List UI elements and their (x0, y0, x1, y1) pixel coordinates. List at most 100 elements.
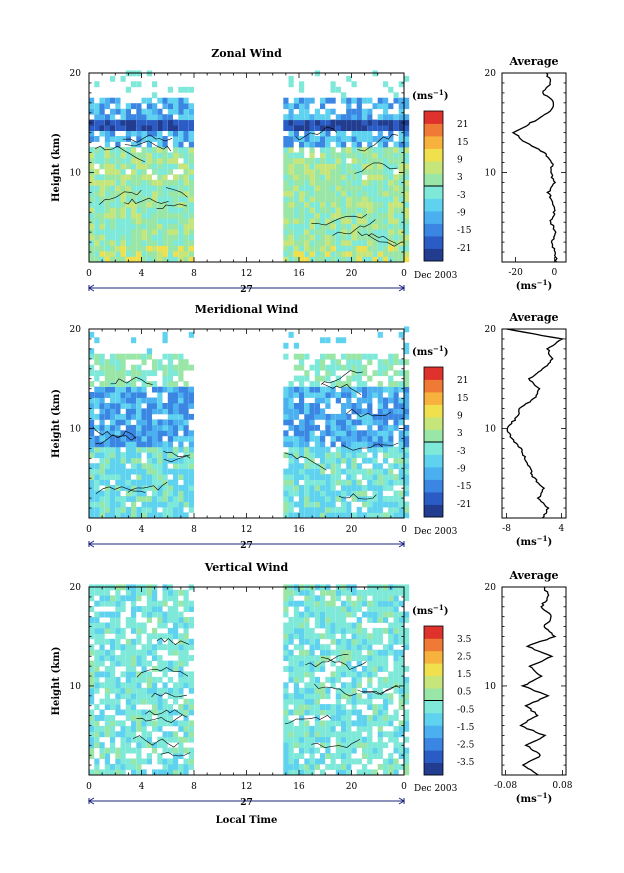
heatmap-cell (362, 147, 368, 153)
heatmap-cell (377, 419, 383, 426)
heatmap-cell (356, 130, 362, 137)
heatmap-cell (99, 506, 105, 513)
heatmap-cell (283, 687, 289, 694)
heatmap-cell (131, 179, 137, 186)
heatmap-cell (309, 736, 315, 743)
heatmap-cell (398, 676, 404, 683)
heatmap-cell (325, 747, 331, 754)
heatmap-cell (146, 611, 152, 618)
heatmap-cell (398, 627, 404, 634)
heatmap-cell (94, 758, 100, 765)
heatmap-cell (341, 408, 347, 415)
heatmap-cell (330, 622, 336, 629)
heatmap-cell (152, 501, 158, 508)
heatmap-cell (388, 622, 394, 629)
x-tick-label: 0 (86, 269, 92, 279)
heatmap-cell (335, 468, 341, 475)
heatmap-cell (335, 506, 341, 513)
heatmap-cell (178, 119, 184, 126)
heatmap-cell (183, 676, 189, 683)
heatmap-cell (367, 419, 373, 426)
heatmap-cell (162, 769, 168, 776)
heatmap-cell (304, 627, 310, 634)
heatmap-cell (89, 381, 95, 387)
heatmap-cell (320, 452, 326, 459)
heatmap-cell (141, 245, 147, 252)
heatmap-cell (152, 742, 158, 749)
heatmap-cell (157, 633, 163, 640)
heatmap-cell (404, 589, 410, 596)
heatmap-cell (335, 375, 341, 382)
heatmap-cell (188, 157, 194, 164)
heatmap-cell (398, 725, 404, 732)
heatmap-cell (152, 468, 158, 475)
heatmap-cell (178, 468, 184, 475)
heatmap-cell (309, 638, 315, 645)
heatmap-cell (141, 736, 147, 743)
heatmap-cell (320, 119, 326, 126)
x-tick-label: 4 (139, 269, 145, 279)
heatmap-cell (377, 392, 383, 398)
heatmap-cell (346, 413, 352, 420)
heatmap-cell (99, 157, 105, 164)
heatmap-cell (283, 141, 289, 148)
heatmap-cell (110, 457, 116, 464)
heatmap-cell (125, 119, 131, 126)
heatmap-cell (388, 157, 394, 164)
heatmap-cell (104, 119, 110, 126)
heatmap-cell (299, 97, 305, 104)
heatmap-cell (94, 655, 100, 661)
heatmap-cell (356, 108, 362, 115)
heatmap-cell (146, 157, 152, 164)
heatmap-cell (398, 381, 404, 387)
heatmap-cell (188, 496, 194, 502)
heatmap-cell (136, 185, 142, 192)
heatmap-cell (404, 687, 410, 694)
heatmap-cell (104, 103, 110, 110)
heatmap-cell (173, 212, 179, 219)
heatmap-cell (341, 240, 347, 246)
heatmap-cell (188, 452, 194, 459)
heatmap-cell (351, 479, 357, 486)
heatmap-cell (404, 185, 410, 192)
heatmap-cell (89, 119, 95, 126)
heatmap-cell (404, 152, 410, 159)
heatmap-cell (146, 638, 152, 645)
heatmap-cell (120, 479, 126, 486)
heatmap-cell (178, 419, 184, 426)
heatmap-cell (325, 256, 331, 263)
heatmap-cell (404, 348, 410, 355)
heatmap-cell (178, 245, 184, 252)
heatmap-cell (372, 655, 378, 661)
heatmap-cell (136, 103, 142, 110)
heatmap-cell (110, 168, 116, 175)
heatmap-cell (314, 698, 320, 705)
heatmap-cell (178, 671, 184, 678)
heatmap-cell (152, 250, 158, 257)
heatmap-cell (383, 103, 389, 110)
heatmap-cell (304, 201, 310, 208)
heatmap-cell (304, 212, 310, 219)
heatmap-cell (183, 419, 189, 426)
heatmap-cell (330, 617, 336, 623)
heatmap-cell (131, 201, 137, 208)
heatmap-cell (362, 474, 368, 480)
heatmap-cell (377, 479, 383, 486)
heatmap-cell (383, 201, 389, 208)
heatmap-cell (372, 671, 378, 678)
heatmap-cell (283, 649, 289, 656)
heatmap-cell (162, 386, 168, 393)
heatmap-cell (346, 234, 352, 241)
heatmap-cell (335, 709, 341, 716)
heatmap-cell (288, 457, 294, 464)
profile-x-tick-label: -8 (502, 524, 511, 534)
heatmap-cell (110, 392, 116, 398)
heatmap-cell (335, 419, 341, 426)
heatmap-cell (115, 506, 121, 513)
heatmap-cell (351, 157, 357, 164)
heatmap-cell (115, 435, 121, 442)
heatmap-cell (89, 234, 95, 241)
heatmap-cell (146, 463, 152, 470)
heatmap-cell (89, 179, 95, 186)
